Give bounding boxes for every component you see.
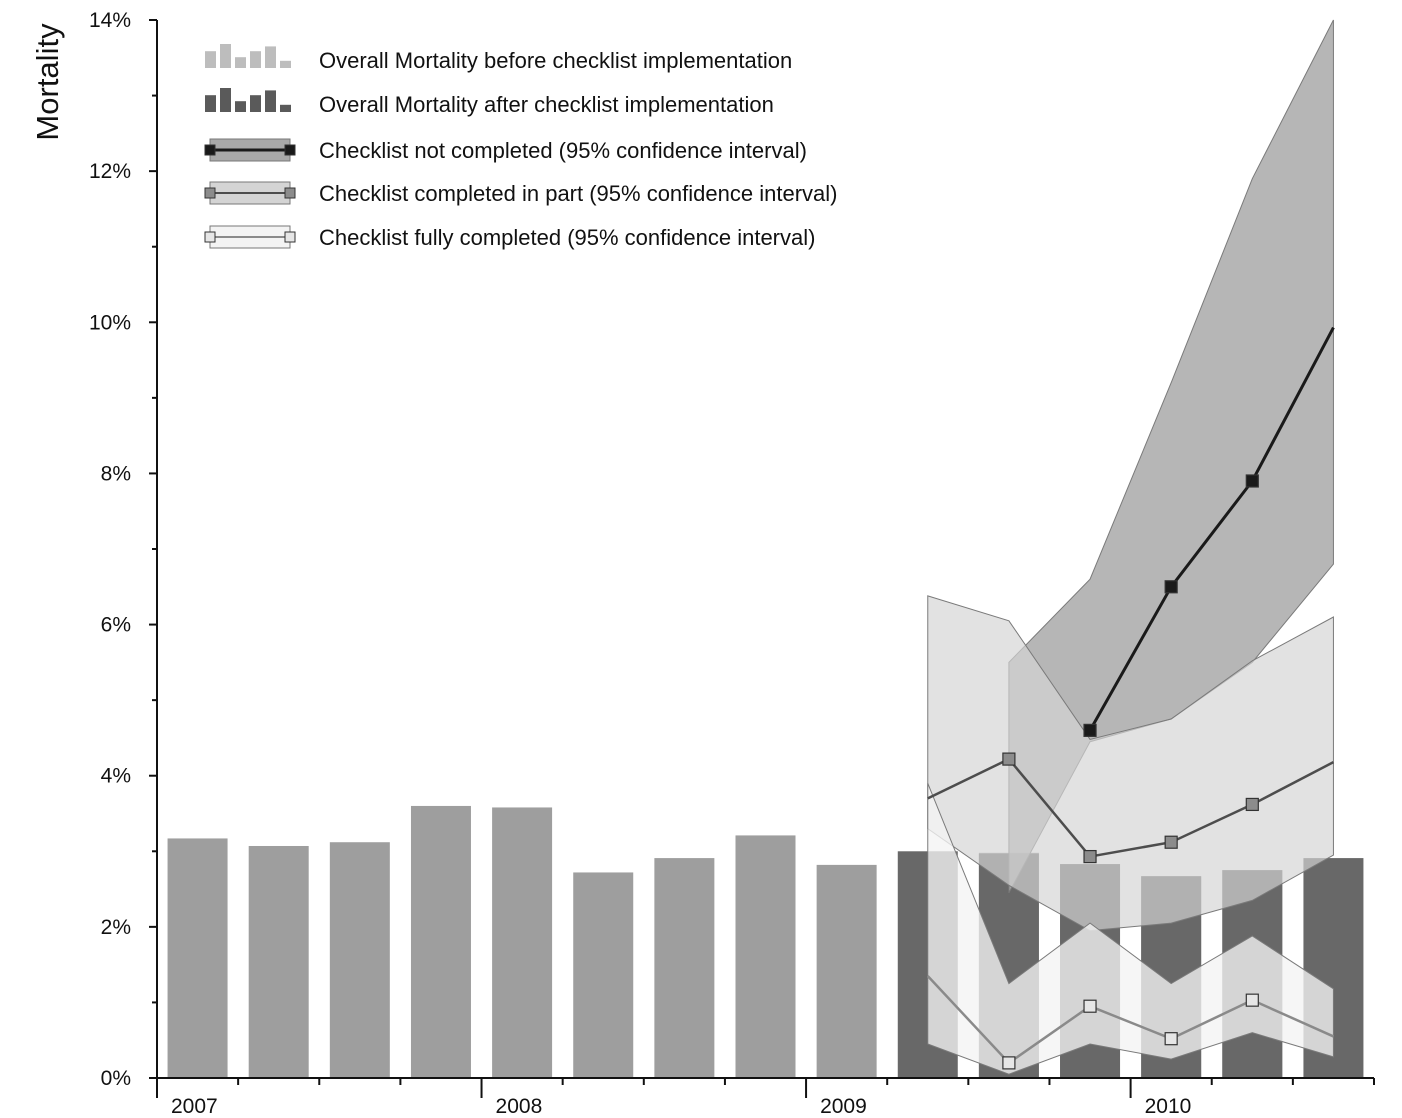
x-tick-label: 2010	[1145, 1095, 1192, 1118]
legend-label-line: Checklist not completed (95% confidence …	[319, 138, 807, 163]
y-tick-label: 8%	[101, 462, 131, 485]
y-axis-title: Mortality	[30, 23, 65, 141]
bar-before	[492, 807, 553, 1078]
legend-marker-icon	[284, 144, 296, 156]
data-point	[1002, 752, 1016, 766]
series-line	[927, 757, 1335, 858]
legend-bar-icon	[265, 46, 276, 68]
y-tick-label: 4%	[101, 765, 131, 788]
legend-bar-icon	[250, 95, 261, 112]
ci-band	[927, 595, 1334, 932]
data-point	[1245, 474, 1259, 488]
legend-bar-icon	[280, 60, 291, 68]
legend-marker-icon	[284, 231, 296, 243]
data-point	[1164, 1032, 1178, 1046]
ci-band	[927, 783, 1334, 1075]
legend-bar-icon	[265, 90, 276, 112]
legend-marker-icon	[284, 187, 296, 199]
legend-bar-icon	[235, 57, 246, 68]
y-tick-label: 14%	[89, 9, 131, 32]
legend-bar-icon	[205, 95, 216, 112]
legend-marker-icon	[204, 187, 216, 199]
legend-marker-icon	[204, 144, 216, 156]
legend-label-before: Overall Mortality before checklist imple…	[319, 48, 792, 73]
legend-bar-icon	[280, 104, 291, 112]
legend-bar-icon	[250, 51, 261, 68]
data-point	[1245, 797, 1259, 812]
legend-label-line: Checklist completed in part (95% confide…	[319, 181, 837, 206]
x-tick-label: 2008	[496, 1095, 543, 1118]
mortality-lines	[926, 326, 1335, 1070]
axes: 0% 2% 4% 6% 8% 10% 12% 14% 2007 2008 2009 2010	[89, 9, 1375, 1118]
bar-before	[816, 864, 877, 1078]
data-point	[1083, 849, 1097, 864]
legend-bar-icon	[235, 101, 246, 112]
x-tick-label: 2009	[820, 1095, 867, 1118]
data-point	[1164, 580, 1178, 594]
bar-before	[735, 835, 796, 1078]
confidence-bands	[927, 19, 1334, 1075]
legend-bar-icon	[220, 44, 231, 68]
bar-before	[573, 872, 634, 1078]
data-point	[1164, 835, 1178, 849]
data-point	[1083, 723, 1097, 737]
bar-before	[329, 842, 390, 1078]
bar-before	[248, 845, 309, 1078]
y-tick-label: 6%	[101, 614, 131, 637]
bar-before	[167, 838, 228, 1078]
legend-label-after: Overall Mortality after checklist implem…	[319, 92, 774, 117]
legend-bar-icon	[220, 88, 231, 112]
data-point	[1245, 993, 1259, 1007]
bar-before	[654, 858, 715, 1078]
data-point	[1083, 999, 1097, 1013]
series-line	[1088, 326, 1335, 732]
y-tick-label: 10%	[89, 311, 131, 334]
y-tick-label: 0%	[101, 1067, 131, 1090]
y-tick-label: 12%	[89, 160, 131, 183]
legend-marker-icon	[204, 231, 216, 243]
legend: Overall Mortality before checklist imple…	[204, 44, 837, 250]
bar-before	[410, 805, 471, 1078]
x-tick-label: 2007	[171, 1095, 218, 1118]
data-point	[1002, 1056, 1016, 1070]
legend-label-line: Checklist fully completed (95% confidenc…	[319, 225, 815, 250]
series-line	[926, 975, 1334, 1065]
y-tick-label: 2%	[101, 916, 131, 939]
legend-bar-icon	[205, 51, 216, 68]
